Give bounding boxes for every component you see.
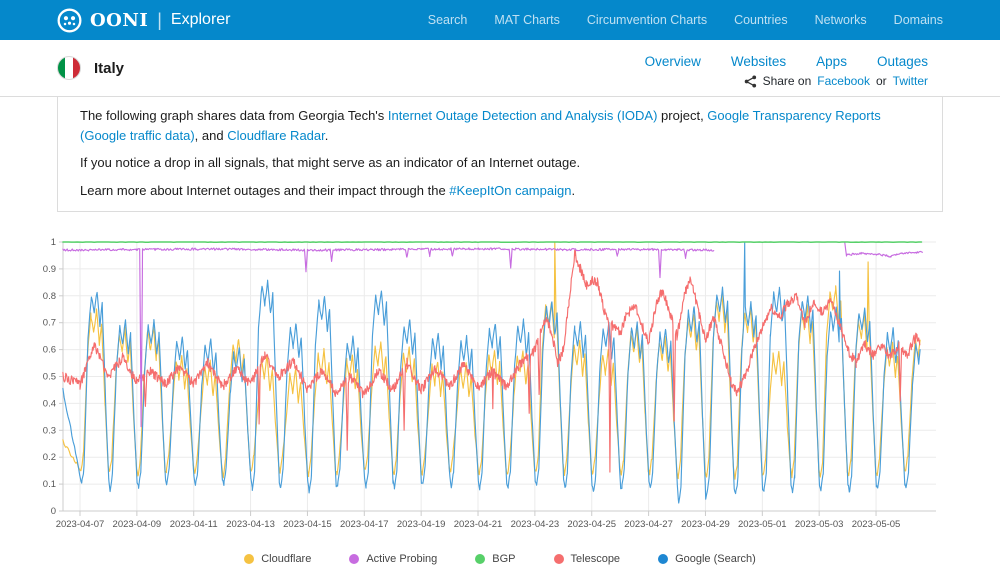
nav-item-circumvention-charts[interactable]: Circumvention Charts (586, 13, 708, 27)
intro-text: The following graph shares data from Geo… (80, 108, 388, 123)
intro-paragraph-1: The following graph shares data from Geo… (80, 106, 920, 145)
svg-text:2023-04-09: 2023-04-09 (113, 519, 162, 530)
brand-name: OONI (90, 9, 149, 31)
share-facebook-link[interactable]: Facebook (817, 74, 870, 88)
topbar-nav: Search MAT Charts Circumvention Charts C… (428, 13, 943, 27)
chart-area: 0 0.1 0.2 0.3 0.4 0.5 0.6 0.7 0.8 0.9 1 2023-04-07 2… (40, 234, 1000, 551)
chart-legend: Cloudflare Active Probing BGP Telescope Goog… (0, 553, 1000, 565)
page-title: Italy (94, 59, 125, 77)
ioda-link[interactable]: Internet Outage Detection and Analysis (… (387, 108, 658, 123)
svg-text:2023-05-01: 2023-05-01 (738, 519, 787, 530)
x-axis-labels: 2023-04-07 2023-04-09 2023-04-11 2023-04-13… (56, 519, 901, 530)
legend-dot-icon (553, 554, 564, 564)
share-row: Share on Facebook or Twitter (744, 74, 928, 88)
svg-text:2023-04-23: 2023-04-23 (511, 519, 560, 530)
nav-item-domains[interactable]: Domains (893, 13, 943, 27)
legend-item-bgp[interactable]: BGP (475, 553, 516, 565)
keepiton-link[interactable]: #KeepItOn campaign (449, 182, 572, 198)
legend-item-google_search[interactable]: Google (Search) (658, 553, 756, 565)
legend-label: Telescope (570, 553, 621, 565)
legend-dot-icon (475, 554, 486, 564)
svg-text:0.1: 0.1 (43, 479, 56, 490)
legend-dot-icon (244, 554, 255, 564)
intro-text: . (324, 127, 329, 143)
country-tabs: Overview Websites Apps Outages (645, 54, 928, 69)
svg-text:2023-04-27: 2023-04-27 (624, 519, 673, 530)
intro-text: , and (194, 127, 228, 143)
legend-label: Cloudflare (261, 553, 312, 565)
svg-text:2023-04-11: 2023-04-11 (170, 519, 218, 530)
country-header: Italy Overview Websites Apps Outages Sha… (0, 40, 1000, 97)
svg-text:0: 0 (51, 506, 56, 517)
series-active_probing-line (844, 242, 923, 258)
svg-text:2023-04-29: 2023-04-29 (681, 519, 730, 530)
intro-text: . (571, 182, 576, 198)
svg-text:0.9: 0.9 (43, 264, 56, 275)
legend-item-telescope[interactable]: Telescope (553, 553, 621, 565)
svg-text:0.8: 0.8 (43, 291, 56, 302)
share-or: or (875, 74, 887, 88)
series-active_probing-line (62, 247, 715, 428)
topbar: OONI | Explorer Search MAT Charts Circum… (0, 0, 1000, 40)
svg-text:2023-04-15: 2023-04-15 (283, 519, 332, 530)
italy-flag-icon (57, 56, 81, 80)
intro-text: Learn more about Internet outages and th… (80, 182, 450, 198)
svg-text:0.3: 0.3 (43, 425, 56, 436)
intro-paragraph-2: If you notice a drop in all signals, tha… (80, 155, 581, 170)
ooni-logo-icon (57, 8, 82, 32)
outages-intro-box: The following graph shares data from Geo… (57, 97, 943, 212)
series-google_search-line (62, 241, 921, 504)
svg-text:1: 1 (51, 237, 56, 248)
tab-overview[interactable]: Overview (644, 54, 701, 69)
series-cloudflare-line (62, 241, 921, 480)
share-prefix: Share on (762, 74, 812, 88)
legend-item-cloudflare[interactable]: Cloudflare (244, 553, 311, 565)
svg-text:2023-04-25: 2023-04-25 (567, 519, 616, 530)
y-axis-labels: 0 0.1 0.2 0.3 0.4 0.5 0.6 0.7 0.8 0.9 1 (43, 237, 56, 517)
legend-item-active_probing[interactable]: Active Probing (349, 553, 437, 565)
svg-text:2023-04-13: 2023-04-13 (226, 519, 275, 530)
nav-item-search[interactable]: Search (427, 13, 468, 27)
nav-item-mat-charts[interactable]: MAT Charts (494, 13, 560, 27)
tab-outages[interactable]: Outages (876, 54, 928, 69)
legend-dot-icon (658, 554, 669, 564)
svg-text:0.4: 0.4 (43, 398, 56, 409)
svg-text:2023-04-21: 2023-04-21 (454, 519, 503, 530)
svg-text:0.7: 0.7 (43, 318, 56, 329)
legend-dot-icon (349, 554, 360, 564)
svg-text:2023-04-07: 2023-04-07 (56, 519, 105, 530)
intro-paragraph-3: Learn more about Internet outages and th… (80, 181, 920, 201)
intro-text: project, (657, 108, 708, 123)
google-transparency-link[interactable]: Google Transparency Reports (Google traf… (80, 108, 881, 143)
nav-item-countries[interactable]: Countries (734, 13, 788, 27)
series-telescope-line (62, 249, 921, 473)
svg-text:0.5: 0.5 (43, 372, 56, 383)
svg-text:2023-04-19: 2023-04-19 (397, 519, 446, 530)
nav-item-networks[interactable]: Networks (814, 13, 867, 27)
tab-apps[interactable]: Apps (816, 54, 847, 69)
tab-websites[interactable]: Websites (730, 54, 787, 69)
svg-text:2023-05-03: 2023-05-03 (795, 519, 844, 530)
svg-text:0.6: 0.6 (43, 345, 56, 356)
legend-label: Google (Search) (675, 553, 756, 565)
legend-label: Active Probing (366, 553, 438, 565)
share-icon (744, 74, 756, 88)
svg-text:0.2: 0.2 (43, 452, 56, 463)
brand-sub: Explorer (170, 11, 231, 28)
svg-text:2023-04-17: 2023-04-17 (340, 519, 389, 530)
svg-text:2023-05-05: 2023-05-05 (852, 519, 901, 530)
brand[interactable]: OONI | Explorer (57, 8, 231, 33)
legend-label: BGP (492, 553, 516, 565)
brand-divider: | (157, 9, 162, 30)
cloudflare-radar-link[interactable]: Cloudflare Radar (227, 127, 325, 143)
share-twitter-link[interactable]: Twitter (892, 74, 928, 88)
chart-series (62, 241, 923, 504)
